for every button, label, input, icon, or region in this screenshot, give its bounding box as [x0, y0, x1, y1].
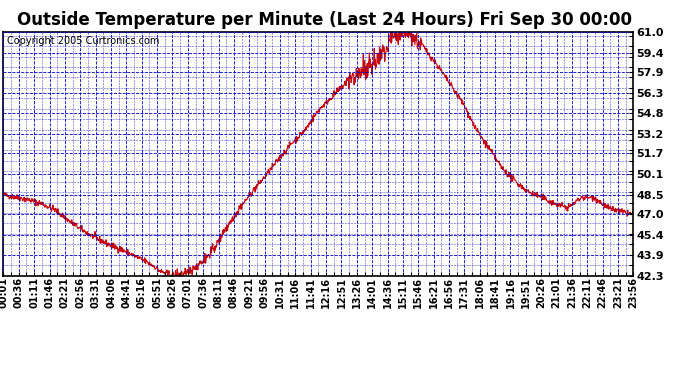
Text: Outside Temperature per Minute (Last 24 Hours) Fri Sep 30 00:00: Outside Temperature per Minute (Last 24 …: [17, 11, 632, 29]
Text: Copyright 2005 Curtronics.com: Copyright 2005 Curtronics.com: [7, 36, 159, 45]
